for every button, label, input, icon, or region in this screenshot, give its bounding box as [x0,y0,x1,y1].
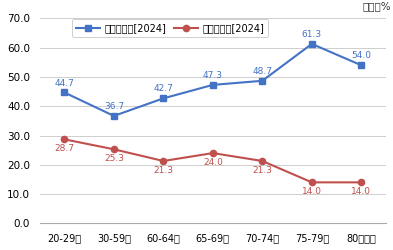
Line: 自信がない[2024]: 自信がない[2024] [61,136,364,186]
自信がある[2024] [260,79,265,82]
Legend: 自信がある[2024], 自信がない[2024]: 自信がある[2024], 自信がない[2024] [72,19,268,37]
自信がない[2024] [309,181,314,184]
Text: 54.0: 54.0 [351,52,371,60]
自信がある[2024] [309,42,314,45]
Text: 単位：%: 単位：% [362,1,391,11]
Text: 24.0: 24.0 [203,158,223,167]
自信がある[2024] [359,64,364,67]
Text: 21.3: 21.3 [153,166,173,175]
Text: 44.7: 44.7 [55,79,74,88]
Text: 21.3: 21.3 [252,166,272,175]
自信がない[2024] [260,160,265,162]
自信がある[2024] [211,84,215,86]
自信がない[2024] [211,152,215,154]
自信がない[2024] [359,181,364,184]
Text: 14.0: 14.0 [351,187,371,196]
自信がない[2024] [161,160,166,162]
自信がある[2024] [62,91,67,94]
Text: 14.0: 14.0 [302,187,322,196]
自信がない[2024] [112,148,116,151]
自信がある[2024] [161,97,166,100]
自信がない[2024] [62,138,67,141]
Line: 自信がある[2024]: 自信がある[2024] [61,41,364,119]
Text: 28.7: 28.7 [54,144,74,153]
Text: 48.7: 48.7 [252,67,272,76]
Text: 47.3: 47.3 [203,71,223,80]
Text: 42.7: 42.7 [153,84,173,94]
Text: 61.3: 61.3 [302,30,322,39]
Text: 36.7: 36.7 [104,102,124,111]
自信がある[2024] [112,114,116,117]
Text: 25.3: 25.3 [104,154,124,163]
